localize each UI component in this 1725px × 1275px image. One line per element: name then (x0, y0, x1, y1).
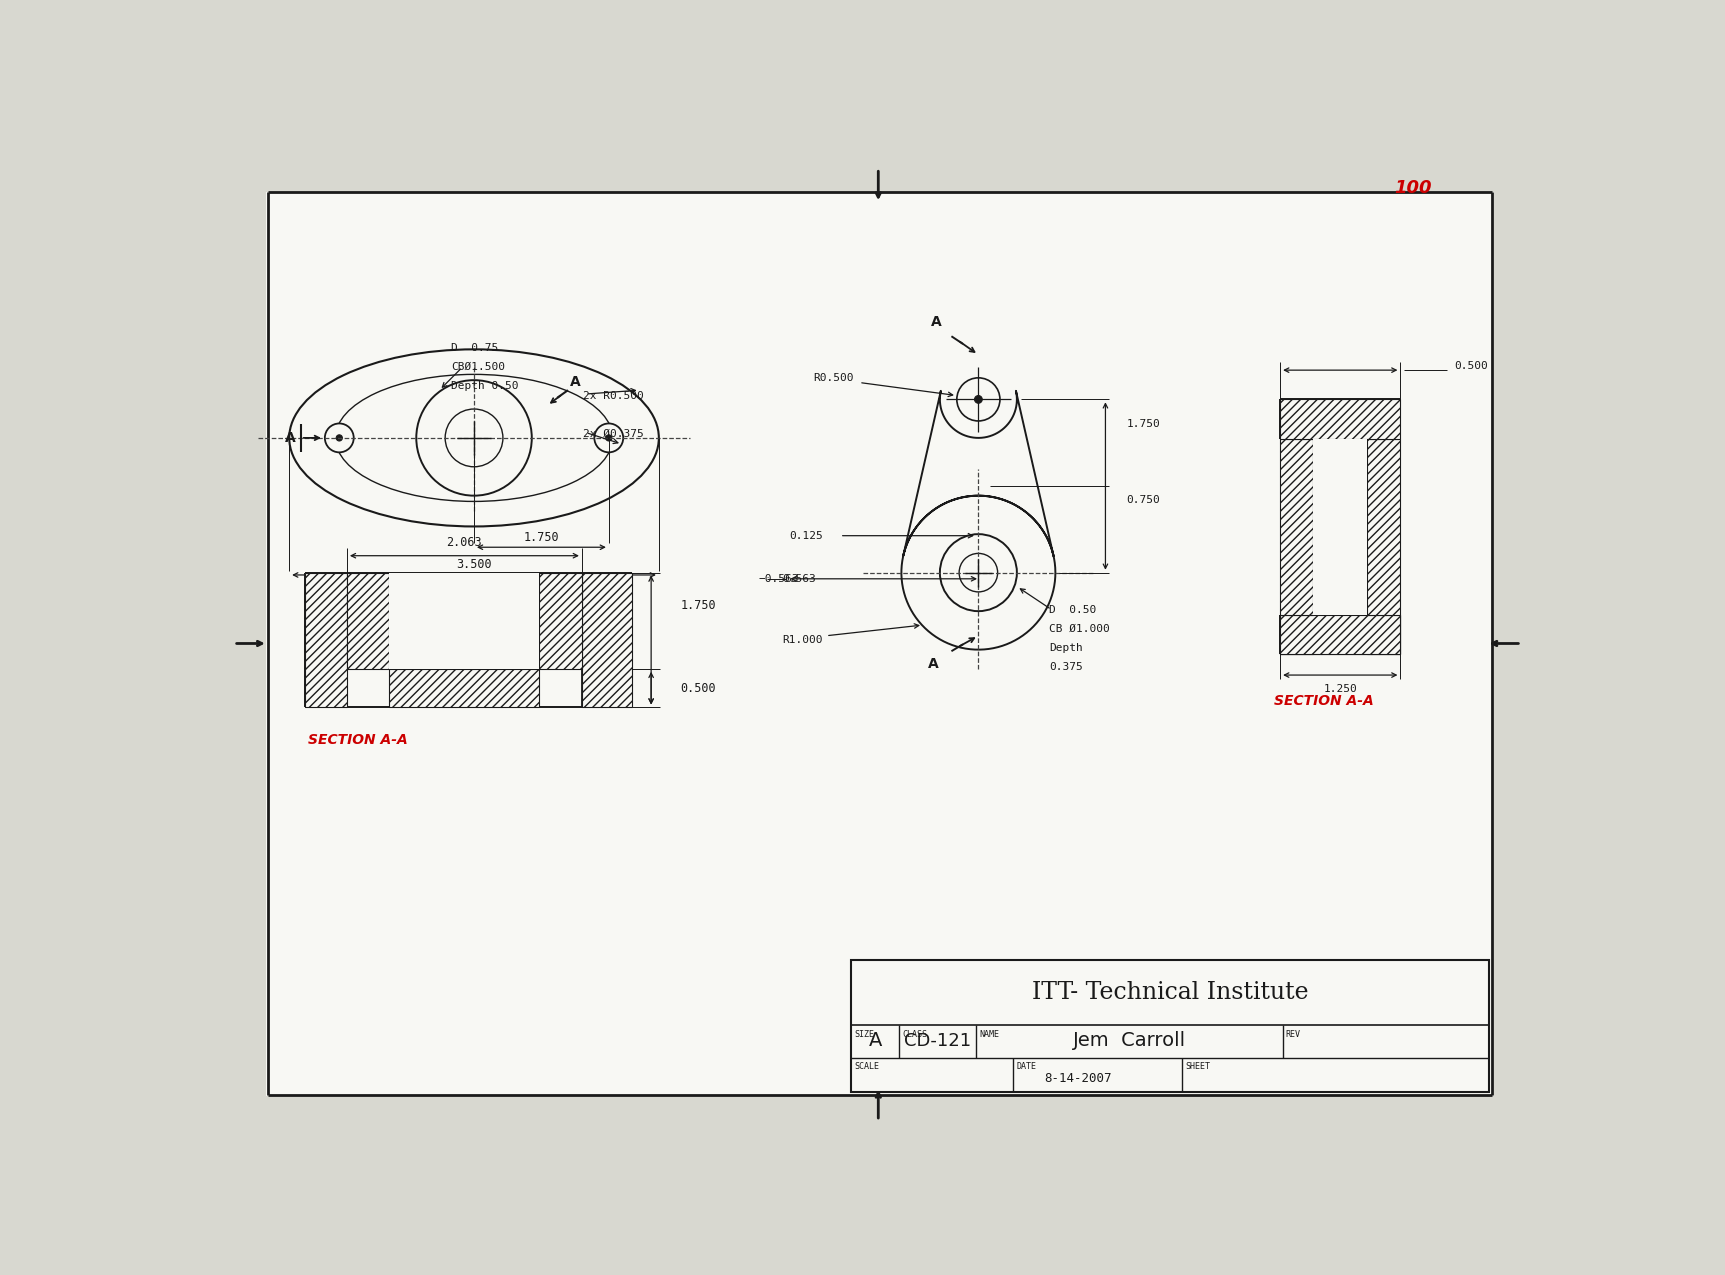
Text: 0.750: 0.750 (1126, 495, 1159, 505)
Circle shape (595, 423, 623, 453)
Ellipse shape (290, 349, 659, 527)
Bar (1313, 440, 1368, 615)
Bar (390, 669, 540, 708)
Text: SIZE: SIZE (854, 1030, 875, 1039)
Text: Depth 0.50: Depth 0.50 (450, 381, 519, 391)
Text: SECTION A-A: SECTION A-A (1275, 695, 1373, 708)
Polygon shape (902, 391, 1056, 650)
Bar (1280, 399, 1401, 440)
Text: 0.500: 0.500 (1454, 361, 1489, 371)
Circle shape (940, 534, 1018, 611)
Text: Depth: Depth (1049, 643, 1083, 653)
Bar (1280, 440, 1313, 615)
Bar (1280, 615, 1401, 654)
Circle shape (416, 380, 531, 496)
Circle shape (957, 377, 1000, 421)
Text: 8-14-2007: 8-14-2007 (1045, 1072, 1113, 1085)
Text: R0.500: R0.500 (812, 372, 854, 382)
Text: NAME: NAME (980, 1030, 999, 1039)
Bar (1368, 615, 1401, 654)
Text: CBØ1.500: CBØ1.500 (450, 362, 505, 372)
Text: 1.250: 1.250 (1323, 683, 1358, 694)
Text: 1.750: 1.750 (1126, 419, 1159, 430)
Bar (1280, 615, 1401, 654)
Text: 0.500: 0.500 (680, 682, 716, 695)
Text: SCALE: SCALE (854, 1062, 880, 1071)
Text: A: A (868, 1031, 881, 1051)
Text: 0.563: 0.563 (781, 574, 816, 584)
Bar (1280, 615, 1313, 654)
Text: 0.125: 0.125 (790, 530, 823, 541)
Text: ITT- Technical Institute: ITT- Technical Institute (1032, 980, 1309, 1003)
Text: 0.375: 0.375 (1049, 662, 1083, 672)
Text: A: A (928, 657, 938, 671)
Text: 2x Ø0.375: 2x Ø0.375 (583, 430, 643, 439)
Text: 3.500: 3.500 (455, 558, 492, 571)
Text: A: A (932, 315, 942, 329)
Circle shape (336, 435, 342, 441)
Text: SHEET: SHEET (1185, 1062, 1211, 1071)
Text: REV: REV (1285, 1030, 1301, 1039)
Circle shape (975, 395, 982, 403)
Bar (390, 572, 540, 669)
Text: 1.750: 1.750 (524, 530, 559, 543)
Bar (347, 572, 390, 669)
Text: D  0.50: D 0.50 (1049, 604, 1097, 615)
Circle shape (324, 423, 354, 453)
Text: 2x R0.500: 2x R0.500 (583, 390, 643, 400)
Bar (305, 572, 347, 708)
Text: CD-121: CD-121 (904, 1031, 971, 1049)
Text: A: A (285, 431, 297, 445)
Bar (852, 960, 1489, 1093)
Text: R1.000: R1.000 (781, 635, 823, 645)
Text: D  0.75: D 0.75 (450, 343, 499, 353)
Bar (540, 572, 581, 669)
Text: Jem  Carroll: Jem Carroll (1073, 1031, 1185, 1051)
Text: DATE: DATE (1016, 1062, 1037, 1071)
Text: A: A (571, 375, 581, 389)
Text: 1.750: 1.750 (680, 599, 716, 612)
Circle shape (605, 435, 612, 441)
Text: CB Ø1.000: CB Ø1.000 (1049, 623, 1109, 634)
Text: 100: 100 (1396, 179, 1432, 196)
Text: 2.063: 2.063 (447, 536, 483, 550)
Text: SECTION A-A: SECTION A-A (309, 733, 409, 747)
Text: −0.563: −0.563 (759, 574, 799, 584)
Bar (1368, 440, 1401, 615)
Text: CLASS: CLASS (902, 1030, 926, 1039)
Bar (581, 572, 631, 708)
